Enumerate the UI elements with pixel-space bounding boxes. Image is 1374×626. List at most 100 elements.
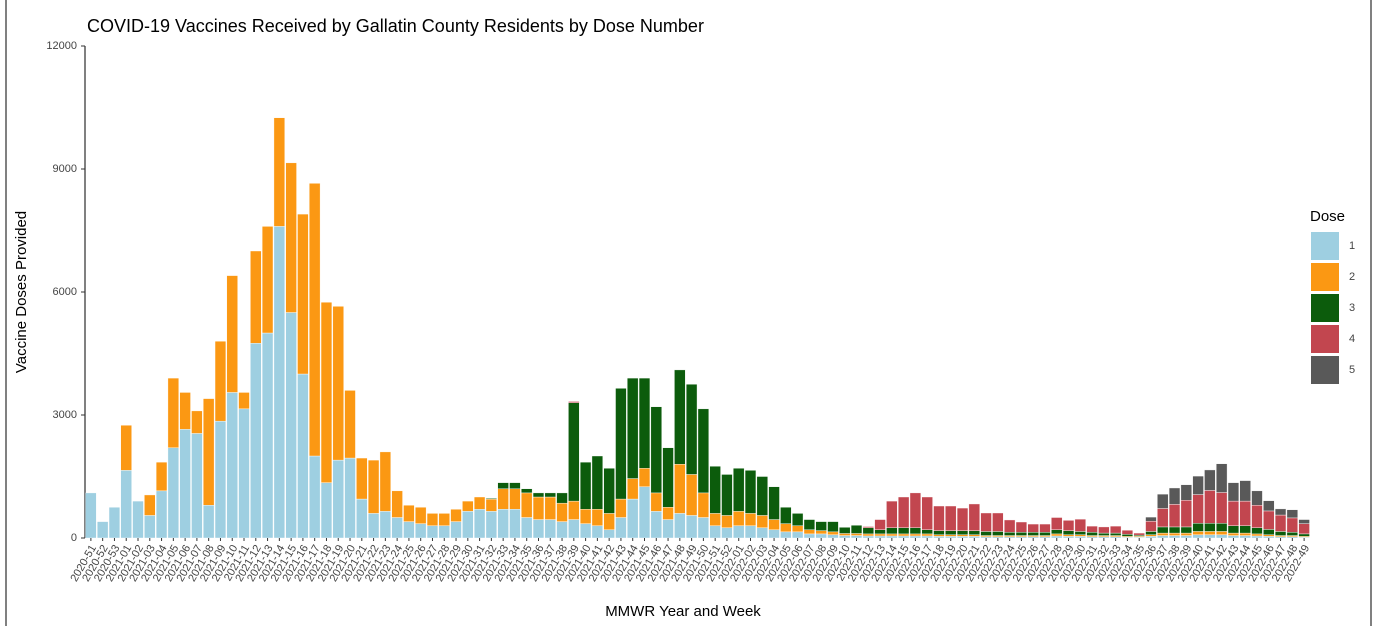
- bar-segment: [674, 369, 686, 465]
- bar-segment: [1074, 536, 1086, 539]
- bar-segment: [862, 535, 874, 539]
- bar-segment: [579, 509, 592, 524]
- bar-segment: [556, 502, 568, 522]
- bar-segment: [320, 482, 333, 539]
- bar-segment: [1062, 520, 1075, 531]
- bar-segment: [379, 511, 391, 539]
- bar-segment: [1004, 532, 1016, 536]
- bar-segment: [415, 507, 427, 524]
- bar-segment: [532, 496, 545, 520]
- legend-swatch: [1311, 294, 1339, 322]
- bar-segment: [473, 496, 486, 510]
- bar-segment: [1274, 508, 1287, 516]
- bar-segment: [297, 373, 309, 539]
- bar-segment: [403, 521, 415, 539]
- bar-segment: [1062, 530, 1075, 535]
- bar-segment: [426, 513, 439, 526]
- bar-segment: [1192, 475, 1204, 495]
- bar-segment: [945, 505, 957, 531]
- x-axis-label: MMWR Year and Week: [605, 603, 761, 620]
- bar-segment: [250, 250, 262, 344]
- bar-segment: [921, 533, 933, 537]
- bar-segment: [992, 531, 1004, 536]
- bar-segment: [992, 512, 1004, 532]
- bar-segment: [532, 519, 545, 539]
- bar-segment: [1145, 534, 1157, 537]
- bar-segment: [1239, 525, 1251, 534]
- bar-segment: [662, 447, 674, 508]
- bar-segment: [1298, 519, 1310, 524]
- bar-segment: [297, 213, 309, 375]
- bar-segment: [780, 507, 792, 524]
- bar-segment: [1039, 532, 1051, 536]
- bar-segment: [709, 525, 721, 539]
- bar-segment: [874, 519, 886, 530]
- bar-segment: [921, 529, 933, 535]
- bar-segment: [320, 302, 333, 483]
- bar-segment: [1227, 535, 1240, 539]
- bar-segment: [721, 527, 733, 539]
- bar-segment: [1239, 535, 1251, 539]
- bar-segment: [1121, 534, 1134, 537]
- bar-segment: [273, 117, 285, 227]
- bar-segment: [356, 498, 368, 539]
- bar-segment: [285, 162, 297, 313]
- bar-segment: [509, 482, 521, 489]
- bar-segment: [1145, 536, 1157, 539]
- bar-segment: [662, 519, 674, 539]
- bar-segment: [391, 517, 403, 539]
- bar-segment: [438, 513, 450, 526]
- bar-segment: [591, 455, 603, 510]
- legend-title: Dose: [1310, 208, 1345, 225]
- bar-segment: [615, 517, 627, 539]
- bar-segment: [874, 529, 886, 535]
- bar-segment: [697, 408, 710, 494]
- bar-segment: [956, 507, 969, 531]
- bar-segment: [591, 525, 603, 539]
- bar-segment: [850, 525, 863, 534]
- bar-segment: [756, 527, 768, 539]
- bar-segment: [945, 530, 957, 535]
- bar-segment: [367, 459, 380, 514]
- bar-segment: [450, 521, 462, 539]
- bar-segment: [968, 534, 980, 537]
- bar-segment: [909, 527, 922, 535]
- bar-segment: [650, 406, 662, 494]
- bar-segment: [756, 515, 768, 528]
- bar-segment: [485, 498, 497, 500]
- bar-segment: [815, 533, 827, 539]
- bar-segment: [685, 515, 698, 539]
- bar-segment: [1227, 482, 1240, 502]
- bar-segment: [568, 401, 580, 403]
- bar-segment: [744, 470, 757, 514]
- bar-segment: [815, 530, 827, 535]
- y-tick-label: 0: [71, 532, 77, 544]
- legend-swatch: [1311, 325, 1339, 353]
- bar-segment: [568, 519, 580, 539]
- bar-segment: [933, 530, 945, 535]
- bar-segment: [874, 535, 886, 539]
- bar-segment: [827, 521, 839, 533]
- bar-segment: [697, 517, 710, 539]
- bar-segment: [603, 513, 615, 531]
- bar-segment: [238, 392, 250, 410]
- bar-segment: [933, 505, 945, 531]
- bar-segment: [332, 459, 344, 539]
- bar-segment: [1239, 532, 1251, 536]
- bar-segment: [1180, 532, 1192, 536]
- bar-segment: [426, 525, 439, 539]
- bar-segment: [1015, 521, 1028, 533]
- bar-segment: [862, 527, 874, 535]
- bar-segment: [226, 392, 238, 539]
- bar-segment: [1216, 492, 1228, 524]
- bar-segment: [1015, 532, 1028, 536]
- bar-segment: [1251, 490, 1263, 506]
- bar-segment: [261, 226, 274, 334]
- bar-segment: [1168, 532, 1181, 536]
- bar-segment: [756, 476, 768, 516]
- bar-segment: [191, 433, 203, 539]
- bar-segment: [1286, 517, 1298, 533]
- bar-segment: [132, 500, 144, 539]
- bar-segment: [403, 505, 415, 522]
- bar-segment: [780, 531, 792, 539]
